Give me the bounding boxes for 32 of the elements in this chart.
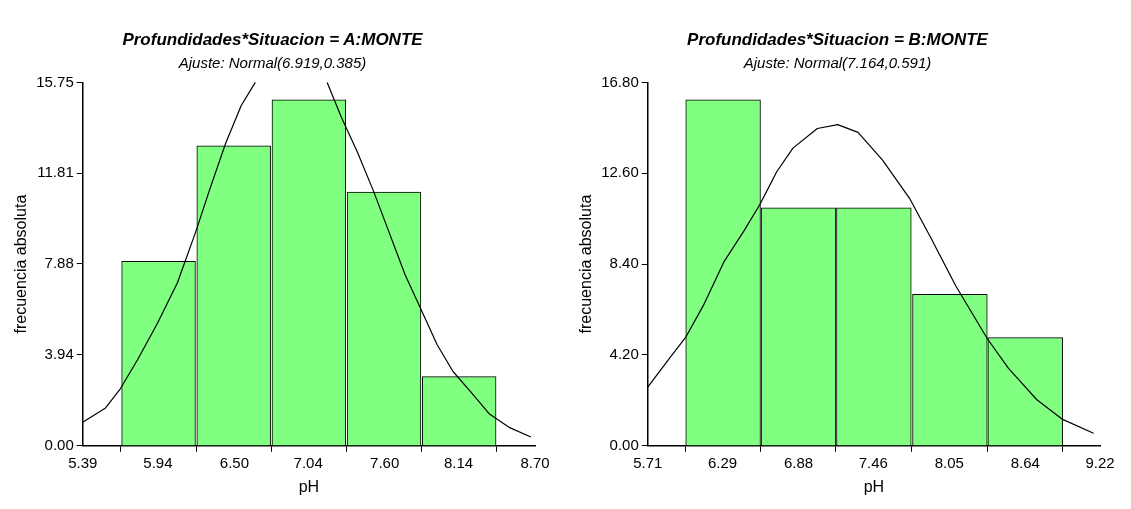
x-tick-label: 6.50	[219, 453, 249, 471]
x-tick-label: 6.29	[707, 453, 738, 471]
x-tick-label: 8.14	[443, 453, 474, 471]
x-tick-label: 8.64	[1010, 453, 1040, 471]
x-tick-label: 5.39	[68, 453, 98, 471]
y-tick-label: 3.94	[44, 345, 74, 363]
y-tick-label: 16.80	[601, 72, 639, 90]
y-axis-title: frecuencia absoluta	[577, 194, 595, 334]
x-axis-title: pH	[298, 477, 320, 495]
y-tick-label: 0.00	[44, 435, 74, 453]
y-tick-label: 8.40	[609, 254, 639, 272]
x-tick-label: 6.88	[783, 453, 814, 471]
y-tick-label: 7.88	[44, 254, 74, 272]
x-tick-label: 7.60	[370, 453, 400, 471]
y-axis-title: frecuencia absoluta	[12, 194, 30, 334]
chart-title: Profundidades*Situacion = B:MONTE	[687, 29, 989, 49]
y-tick-label: 15.75	[36, 72, 74, 90]
chart-subtitle: Ajuste: Normal(7.164,0.591)	[742, 53, 932, 71]
chart-subtitle: Ajuste: Normal(6.919,0.385)	[177, 53, 367, 71]
x-tick-label: 9.22	[1085, 453, 1115, 471]
x-tick-label: 5.71	[633, 453, 663, 471]
y-tick-label: 12.60	[601, 163, 639, 181]
y-tick-label: 0.00	[609, 435, 639, 453]
x-axis-title: pH	[863, 477, 885, 495]
x-tick-label: 8.70	[520, 453, 550, 471]
y-tick-label: 4.20	[609, 345, 639, 363]
chart-title: Profundidades*Situacion = A:MONTE	[122, 29, 424, 49]
y-tick-label: 11.81	[37, 163, 74, 181]
x-tick-label: 7.46	[858, 453, 888, 471]
x-tick-label: 8.05	[934, 453, 964, 471]
x-tick-label: 5.94	[143, 453, 173, 471]
x-tick-label: 7.04	[293, 453, 323, 471]
